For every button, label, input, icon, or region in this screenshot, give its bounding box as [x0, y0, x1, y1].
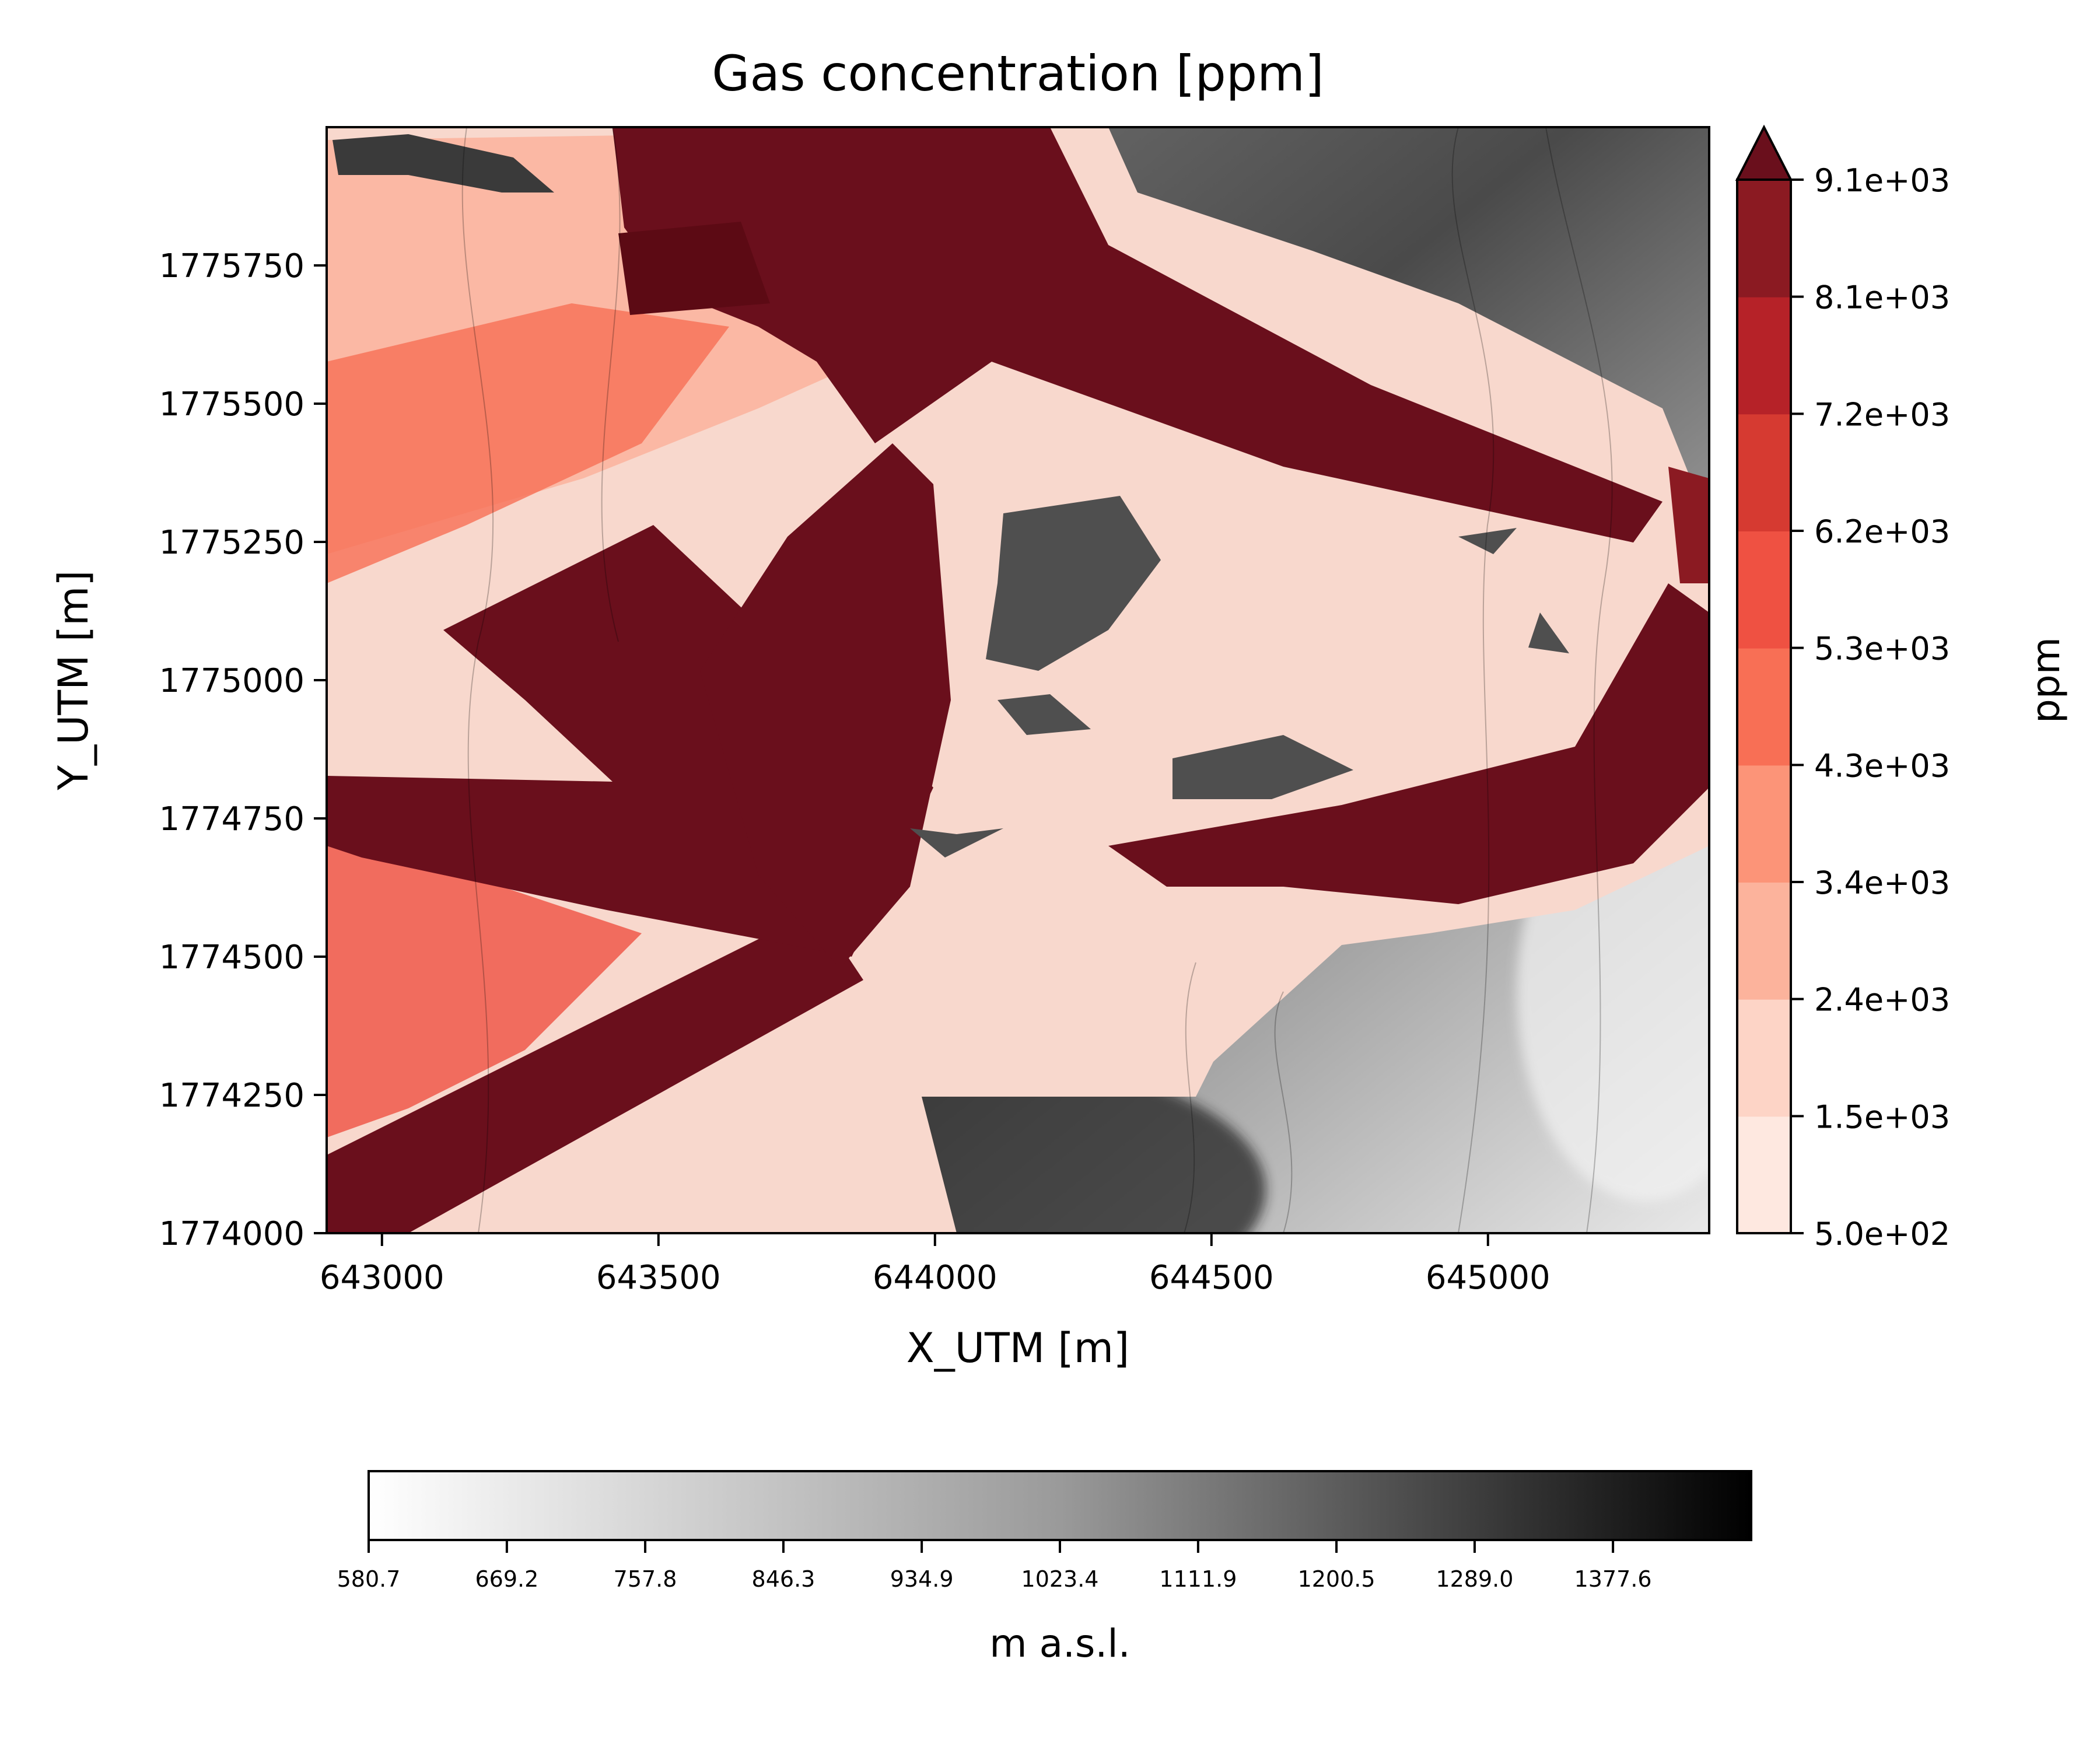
terrain-hole-4	[910, 828, 1003, 858]
terrain-contour-1	[1451, 127, 1494, 1233]
terrain-contour-6	[601, 127, 621, 642]
plot-area	[327, 127, 1709, 1233]
colorbar-tick-label: 4.3e+03	[1814, 747, 1950, 784]
terrain-holes	[332, 134, 1569, 858]
elevation-colorbar	[368, 1470, 1752, 1541]
x-tick-label: 644500	[1149, 1259, 1274, 1297]
colorbar-tick-label: 2.4e+03	[1814, 982, 1950, 1019]
elevation-tick-label: 1023.4	[1021, 1566, 1099, 1592]
terrain-hole-2	[998, 694, 1091, 735]
terrain-hole-3	[1172, 735, 1353, 799]
concentration-layer	[327, 127, 1709, 1233]
x-axis-label: X_UTM [m]	[907, 1324, 1129, 1372]
elevation-tick-label: 846.3	[752, 1566, 816, 1592]
plume-north-band	[612, 127, 1662, 542]
y-axis-label: Y_UTM [m]	[50, 570, 97, 790]
colorbar-level	[1737, 999, 1791, 1117]
concentration-colorbar-label: ppm	[2024, 637, 2068, 723]
elevation-tick-label: 669.2	[475, 1566, 538, 1592]
terrain-contour-2	[1545, 127, 1613, 1233]
colorbar-level	[1737, 531, 1791, 649]
colorbar-level	[1737, 882, 1791, 1000]
x-tick-label: 644000	[873, 1259, 998, 1297]
terrain-contour-3	[1274, 991, 1293, 1233]
colorbar-level	[1737, 180, 1791, 298]
elevation-colorbar-label: m a.s.l.	[989, 1621, 1130, 1666]
terrain-contour-5	[461, 127, 494, 1233]
terrain-contour-lines	[461, 127, 1613, 1233]
colorbar-level	[1737, 414, 1791, 531]
concentration-colorbar: 5.0e+02 1.5e+03 2.4e+03 3.4e+03 4.3e+03 5.3e+…	[1735, 124, 1950, 1252]
colorbar-level	[1737, 296, 1791, 415]
colorbar-level	[1737, 1116, 1791, 1234]
colorbar-tick-label: 5.3e+03	[1814, 631, 1950, 667]
elevation-tick-label: 934.9	[890, 1566, 954, 1592]
terrain-hole-5	[1458, 528, 1517, 554]
colorbar-tick-label: 9.1e+03	[1814, 162, 1950, 199]
y-tick-label: 1774000	[159, 1215, 304, 1253]
y-tick-label: 1775500	[159, 386, 304, 424]
plume-block-north	[618, 222, 770, 315]
y-tick-label: 1775750	[159, 247, 304, 285]
colorbar-tick-label: 1.5e+03	[1814, 1098, 1950, 1135]
colorbar-tick-label: 3.4e+03	[1814, 864, 1950, 901]
colorbar-tick-label: 8.1e+03	[1814, 279, 1950, 316]
y-tick-label: 1775250	[159, 524, 304, 562]
elevation-colorbar-ticks: 580.7 669.2 757.8 846.3 934.9 1023.4 1111.9 120…	[337, 1540, 1652, 1592]
elevation-tick-label: 1111.9	[1159, 1566, 1237, 1592]
elevation-tick-label: 1377.6	[1574, 1566, 1652, 1592]
colorbar-tick-label: 6.2e+03	[1814, 513, 1950, 550]
terrain-hole-nw	[332, 134, 554, 192]
colorbar-extend-arrow	[1735, 124, 1793, 181]
elevation-tick-label: 580.7	[337, 1566, 401, 1592]
plume-east-edge	[1668, 467, 1709, 583]
y-tick-label: 1775000	[159, 662, 304, 700]
y-tick-label: 1774750	[159, 800, 304, 838]
y-tick-label: 1774250	[159, 1077, 304, 1115]
elevation-tick-label: 1289.0	[1436, 1566, 1513, 1592]
elevation-tick-label: 1200.5	[1298, 1566, 1376, 1592]
colorbar-level	[1737, 765, 1791, 883]
colorbar-frame	[1736, 178, 1792, 1234]
colorbar-tick-label: 7.2e+03	[1814, 396, 1950, 433]
x-tick-label: 643000	[320, 1259, 444, 1297]
terrain-hole-6	[1528, 612, 1569, 653]
terrain-hole-1	[986, 496, 1161, 671]
y-axis-ticks: 1774000 1774250 1774500 1774750 1775000 17752…	[159, 247, 327, 1253]
x-tick-label: 643500	[596, 1259, 721, 1297]
plume-east-band	[1108, 583, 1709, 904]
plume-core-center	[700, 443, 951, 968]
y-tick-label: 1774500	[159, 939, 304, 977]
plume-layer-4	[327, 817, 642, 1138]
colorbar-tick-label: 5.0e+02	[1814, 1216, 1950, 1252]
terrain-contour-4	[1184, 962, 1196, 1233]
colorbar-level	[1737, 648, 1791, 766]
elevation-tick-label: 757.8	[614, 1566, 677, 1592]
plume-layer-3	[327, 303, 729, 583]
plume-sw-band	[327, 910, 863, 1233]
chart-title: Gas concentration [ppm]	[712, 45, 1324, 102]
x-tick-label: 645000	[1426, 1259, 1550, 1297]
x-axis-ticks: 643000 643500 644000 644500 645000	[320, 1233, 1550, 1297]
